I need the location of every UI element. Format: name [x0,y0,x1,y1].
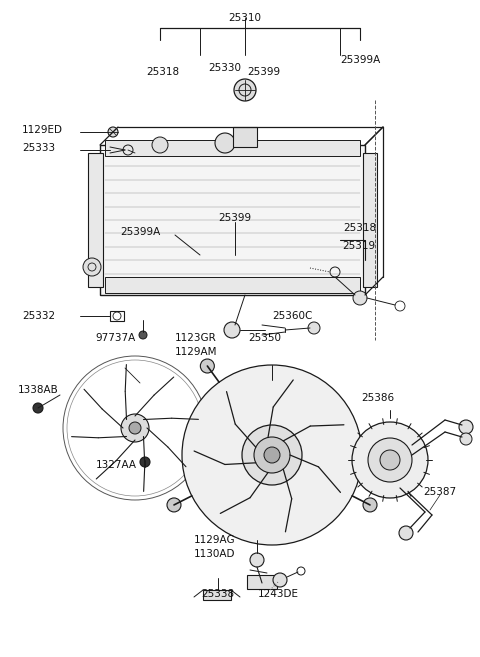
Text: 1130AD: 1130AD [194,549,236,559]
Circle shape [167,498,181,512]
Text: 1129AM: 1129AM [175,347,217,357]
Circle shape [33,403,43,413]
Bar [247,575,277,589]
Text: 25318: 25318 [146,67,180,77]
Circle shape [353,291,367,305]
Circle shape [108,127,118,137]
Text: 1123GR: 1123GR [175,333,217,343]
Circle shape [363,498,377,512]
Text: 25360C: 25360C [272,311,312,321]
Circle shape [460,433,472,445]
Bar [363,153,377,287]
Text: 25399A: 25399A [340,55,380,65]
Text: 25338: 25338 [202,589,235,599]
Circle shape [139,331,147,339]
Text: 1338AB: 1338AB [18,385,59,395]
Bar [105,140,360,156]
Circle shape [459,420,473,434]
Circle shape [368,438,412,482]
Text: 1129ED: 1129ED [22,125,63,135]
Circle shape [264,447,280,463]
Circle shape [308,322,320,334]
Circle shape [140,457,150,467]
Text: 25387: 25387 [423,487,456,497]
Text: 25399: 25399 [218,213,252,223]
Circle shape [121,414,149,442]
Circle shape [273,573,287,587]
Text: 1129AG: 1129AG [194,535,236,545]
Text: 25333: 25333 [22,143,55,153]
Text: 25399A: 25399A [120,227,160,237]
Circle shape [250,553,264,567]
Text: 1243DE: 1243DE [257,589,299,599]
Circle shape [254,437,290,473]
Circle shape [224,322,240,338]
Text: 25399: 25399 [247,67,281,77]
Text: 25310: 25310 [228,13,262,23]
Bar [203,590,231,600]
Text: 25318: 25318 [343,223,377,233]
Circle shape [152,137,168,153]
Circle shape [129,422,141,434]
Bar [110,311,124,321]
Text: 1327AA: 1327AA [96,460,136,470]
Circle shape [215,133,235,153]
Bar [100,145,365,295]
Bar [105,277,360,293]
Circle shape [83,258,101,276]
Circle shape [234,79,256,101]
Circle shape [380,450,400,470]
Circle shape [200,359,215,373]
Text: 25330: 25330 [208,63,241,73]
Circle shape [242,425,302,485]
Text: 25332: 25332 [22,311,55,321]
Bar [233,127,257,147]
Text: 25350: 25350 [249,333,281,343]
Circle shape [182,365,362,545]
Text: 97737A: 97737A [96,333,136,343]
Text: 25319: 25319 [342,241,375,251]
Circle shape [352,422,428,498]
Circle shape [399,526,413,540]
Bar [88,153,103,287]
Text: 25386: 25386 [361,393,395,403]
